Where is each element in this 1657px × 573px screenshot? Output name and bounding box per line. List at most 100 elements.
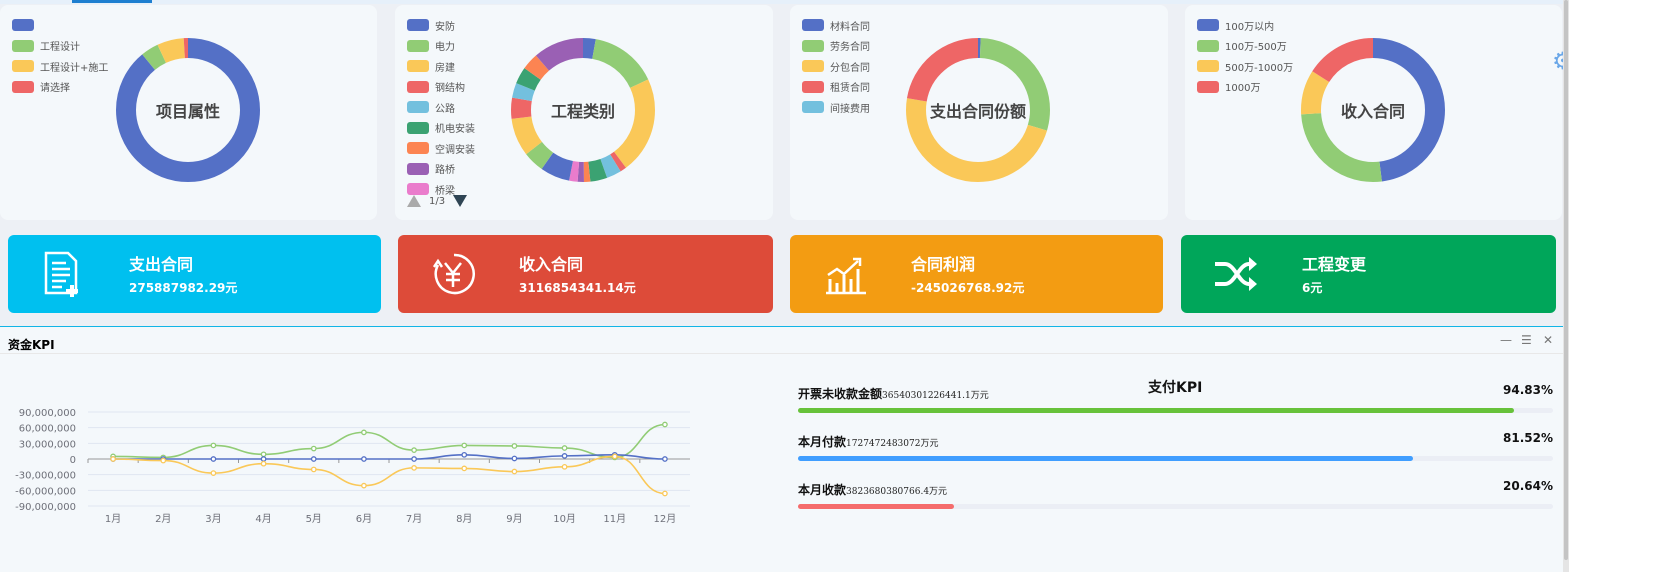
data-point[interactable] — [260, 460, 267, 467]
stat-value: -245026768.92元 — [911, 281, 1025, 295]
legend-swatch — [1197, 60, 1219, 73]
donut-slice[interactable] — [511, 38, 655, 182]
legend-item[interactable]: 材料合同 — [802, 15, 870, 36]
legend-label: 安防 — [435, 21, 455, 33]
data-point[interactable] — [110, 456, 116, 462]
prev-page-icon[interactable] — [407, 195, 421, 207]
kpi-progress-bar — [798, 504, 1553, 509]
donut-slice[interactable] — [511, 38, 655, 182]
kpi-item: 本月付款1727472483072万元 81.52% — [798, 431, 1555, 461]
data-point[interactable] — [361, 429, 367, 436]
data-point[interactable] — [210, 456, 217, 462]
legend-item[interactable]: 空调安装 — [407, 138, 475, 159]
legend-swatch — [1197, 39, 1219, 52]
stat-card-contract-profit[interactable]: 合同利润 -245026768.92元 — [790, 235, 1163, 313]
legend-item[interactable]: 房建 — [407, 56, 475, 77]
donut-slice[interactable] — [1301, 38, 1445, 182]
donut-chart — [906, 38, 1050, 182]
legend-item[interactable]: 安防 — [407, 15, 475, 36]
data-point[interactable] — [210, 470, 217, 476]
shuffle-icon — [1215, 257, 1257, 291]
kpi-progress-bar — [798, 456, 1553, 461]
legend-item[interactable]: 1000万 — [1197, 77, 1293, 98]
legend-item[interactable]: 工程设计 — [12, 36, 108, 57]
data-point[interactable] — [461, 442, 468, 449]
donut-slice[interactable] — [511, 38, 655, 182]
data-point[interactable] — [310, 445, 317, 452]
legend-item[interactable]: 机电安装 — [407, 118, 475, 139]
data-point[interactable] — [210, 442, 217, 449]
active-tab-indicator[interactable] — [72, 0, 152, 3]
y-tick-label: 30,000,000 — [19, 439, 76, 450]
next-page-icon[interactable] — [453, 195, 468, 207]
menu-icon[interactable]: ☰ — [1521, 333, 1532, 347]
legend-swatch — [802, 60, 824, 73]
legend-item[interactable]: 劳务合同 — [802, 36, 870, 57]
data-point[interactable] — [511, 455, 518, 462]
donut-slice[interactable] — [906, 38, 1050, 182]
legend-item[interactable]: 电力 — [407, 36, 475, 57]
vertical-scrollbar[interactable] — [1563, 0, 1569, 572]
legend-label: 100万以内 — [1225, 21, 1275, 33]
stat-title: 收入合同 — [519, 255, 584, 274]
data-point[interactable] — [511, 443, 518, 449]
data-point[interactable] — [260, 451, 267, 458]
donut-slice[interactable] — [116, 38, 260, 182]
legend-swatch — [12, 60, 34, 73]
legend-item[interactable]: 路桥 — [407, 159, 475, 180]
data-point[interactable] — [310, 456, 317, 462]
data-point[interactable] — [361, 456, 367, 462]
data-point[interactable] — [310, 466, 317, 473]
donut-slice[interactable] — [906, 38, 1050, 182]
legend-swatch — [407, 60, 429, 73]
stat-card-project-change[interactable]: 工程变更 6元 — [1181, 235, 1556, 313]
kpi-item: 开票未收款金额36540301226441.1万元 94.83% — [798, 383, 1555, 413]
data-point[interactable] — [662, 490, 668, 497]
kpi-amount: 1727472483072万元 — [846, 439, 939, 449]
data-point[interactable] — [260, 456, 267, 462]
data-point[interactable] — [561, 463, 568, 470]
data-point[interactable] — [461, 451, 468, 458]
legend-item[interactable]: 钢结构 — [407, 77, 475, 98]
close-icon[interactable]: ✕ — [1543, 333, 1554, 347]
legend-swatch — [1197, 80, 1219, 93]
minimize-icon[interactable]: — — [1500, 333, 1512, 347]
legend-item[interactable]: 公路 — [407, 97, 475, 118]
legend-swatch — [407, 19, 429, 32]
legend-item[interactable]: 请选择 — [12, 77, 108, 98]
data-point[interactable] — [611, 453, 618, 460]
legend-item[interactable]: 100万-500万 — [1197, 36, 1293, 57]
stat-title: 支出合同 — [129, 255, 194, 274]
stat-card-income-contract[interactable]: 收入合同 3116854341.14元 — [398, 235, 773, 313]
header-divider — [0, 353, 1563, 354]
donut-slice[interactable] — [1301, 38, 1445, 182]
legend-item[interactable]: 间接费用 — [802, 97, 870, 118]
donut-slice[interactable] — [1301, 38, 1445, 182]
donut-slice[interactable] — [511, 38, 655, 182]
data-point[interactable] — [411, 456, 417, 462]
legend-item[interactable]: 工程设计+施工 — [12, 56, 108, 77]
legend-item[interactable]: 分包合同 — [802, 56, 870, 77]
data-point[interactable] — [461, 465, 468, 472]
legend-item[interactable]: 租赁合同 — [802, 77, 870, 98]
donut-slice[interactable] — [906, 38, 1050, 182]
legend-swatch — [407, 183, 429, 196]
data-point[interactable] — [662, 456, 668, 462]
legend-item[interactable]: 桥梁 — [407, 179, 475, 200]
data-point[interactable] — [411, 447, 417, 453]
scrollbar-thumb[interactable] — [1564, 0, 1568, 560]
legend-item[interactable]: 100万以内 — [1197, 15, 1293, 36]
data-point[interactable] — [160, 457, 167, 464]
data-point[interactable] — [561, 445, 568, 451]
data-point[interactable] — [662, 421, 668, 428]
data-point[interactable] — [361, 482, 367, 489]
legend-item[interactable] — [12, 15, 108, 36]
data-point[interactable] — [411, 465, 417, 471]
legend-label: 租赁合同 — [830, 83, 870, 95]
legend-item[interactable]: 500万-1000万 — [1197, 56, 1293, 77]
x-tick-label: 4月 — [255, 513, 271, 525]
data-point[interactable] — [511, 468, 518, 475]
data-point[interactable] — [561, 453, 568, 459]
donut-card-income-contract: 100万以内 100万-500万 500万-1000万 1000万 收入合同 — [1185, 5, 1562, 220]
stat-card-expense-contract[interactable]: 支出合同 275887982.29元 — [8, 235, 381, 313]
